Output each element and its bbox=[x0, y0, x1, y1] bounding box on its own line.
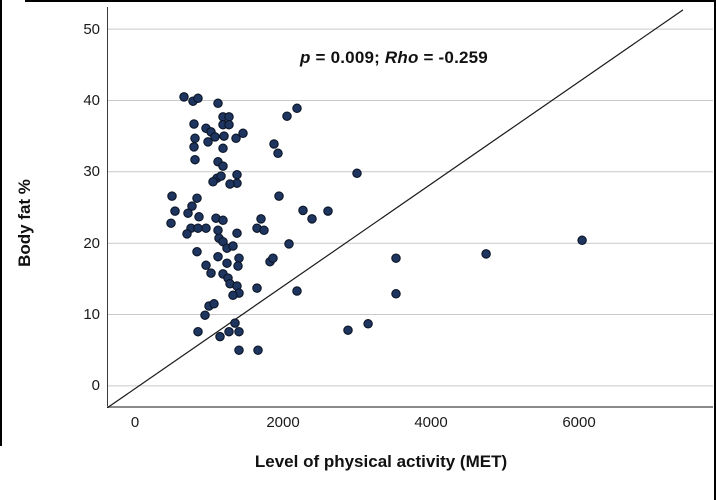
data-point bbox=[209, 299, 219, 309]
x-tick-label: 6000 bbox=[562, 414, 596, 431]
data-point bbox=[269, 139, 279, 149]
annotation-text: = 0.009; bbox=[310, 48, 385, 67]
x-tick-label: 4000 bbox=[414, 414, 448, 431]
annotation-stat-symbol: p bbox=[300, 48, 311, 67]
data-point bbox=[577, 235, 587, 246]
data-point bbox=[238, 128, 248, 139]
data-point bbox=[230, 318, 240, 328]
scatter-plot-canvas bbox=[107, 7, 713, 408]
data-point bbox=[179, 92, 189, 102]
scatter-plot bbox=[107, 7, 713, 408]
data-point bbox=[307, 214, 317, 224]
data-point bbox=[219, 131, 229, 141]
data-point bbox=[170, 206, 180, 216]
data-point bbox=[274, 191, 284, 201]
data-point bbox=[206, 268, 216, 278]
x-axis-title: Level of physical activity (MET) bbox=[254, 452, 508, 471]
y-tick-label: 50 bbox=[83, 21, 100, 38]
data-point bbox=[218, 143, 228, 154]
data-point bbox=[194, 212, 204, 222]
figure-border-right bbox=[714, 0, 716, 500]
data-point bbox=[192, 246, 202, 257]
figure-border-left bbox=[0, 0, 2, 446]
data-point bbox=[292, 286, 302, 296]
y-axis-title: Body fat % bbox=[15, 179, 34, 267]
data-point bbox=[343, 325, 353, 335]
data-point bbox=[234, 345, 244, 355]
data-point bbox=[190, 154, 200, 165]
data-point bbox=[203, 137, 213, 147]
data-point bbox=[231, 133, 241, 144]
data-point bbox=[391, 253, 401, 263]
correlation-annotation: p = 0.009; Rho = -0.259 bbox=[194, 48, 594, 68]
data-point bbox=[363, 319, 373, 329]
data-point bbox=[234, 253, 244, 263]
data-point bbox=[189, 119, 199, 129]
data-point bbox=[167, 191, 177, 201]
data-point bbox=[183, 208, 193, 218]
data-point bbox=[190, 133, 200, 144]
data-point bbox=[218, 215, 228, 226]
data-point bbox=[228, 290, 238, 301]
y-tick-label: 30 bbox=[83, 163, 100, 180]
data-point bbox=[222, 258, 232, 268]
data-point bbox=[224, 326, 234, 337]
data-point bbox=[193, 326, 203, 337]
data-point bbox=[323, 206, 333, 216]
data-point bbox=[391, 289, 401, 299]
data-point bbox=[166, 218, 176, 228]
data-point bbox=[213, 251, 223, 262]
data-point bbox=[189, 142, 199, 152]
data-point bbox=[481, 249, 491, 259]
data-point bbox=[201, 223, 211, 233]
data-point bbox=[193, 93, 203, 104]
data-point bbox=[253, 345, 263, 355]
data-point bbox=[182, 229, 192, 239]
y-tick-label: 0 bbox=[91, 377, 100, 394]
data-point bbox=[232, 228, 242, 238]
data-point bbox=[256, 214, 266, 224]
x-tick-label: 2000 bbox=[266, 414, 300, 431]
data-point bbox=[210, 132, 220, 142]
data-point bbox=[201, 260, 211, 271]
data-point bbox=[208, 177, 218, 187]
data-point bbox=[215, 331, 225, 342]
data-point bbox=[284, 239, 294, 249]
data-point bbox=[187, 201, 197, 211]
data-point bbox=[200, 310, 210, 320]
data-point bbox=[218, 161, 228, 171]
data-point bbox=[273, 148, 283, 159]
data-point bbox=[216, 171, 226, 181]
data-point bbox=[225, 179, 235, 189]
figure-border-top bbox=[25, 0, 716, 2]
data-point bbox=[234, 326, 244, 337]
data-point bbox=[352, 168, 362, 179]
data-point bbox=[292, 103, 302, 114]
data-point bbox=[213, 98, 223, 109]
data-point bbox=[193, 223, 203, 233]
data-point bbox=[298, 205, 308, 216]
annotation-stat-symbol: Rho bbox=[384, 48, 419, 67]
data-point bbox=[213, 225, 223, 236]
y-tick-label: 40 bbox=[83, 92, 100, 109]
data-point bbox=[233, 261, 243, 271]
data-point bbox=[252, 283, 262, 293]
diagonal-reference-line bbox=[107, 9, 684, 408]
data-point bbox=[232, 169, 242, 180]
data-point bbox=[282, 111, 292, 121]
data-point bbox=[268, 253, 278, 263]
data-point bbox=[224, 119, 234, 130]
data-point bbox=[259, 225, 269, 236]
data-point bbox=[192, 193, 202, 203]
y-tick-label: 20 bbox=[83, 235, 100, 252]
data-point bbox=[228, 241, 238, 251]
annotation-text: = -0.259 bbox=[418, 48, 488, 67]
data-point bbox=[224, 112, 234, 122]
x-tick-label: 0 bbox=[130, 414, 140, 431]
y-tick-label: 10 bbox=[83, 306, 100, 323]
